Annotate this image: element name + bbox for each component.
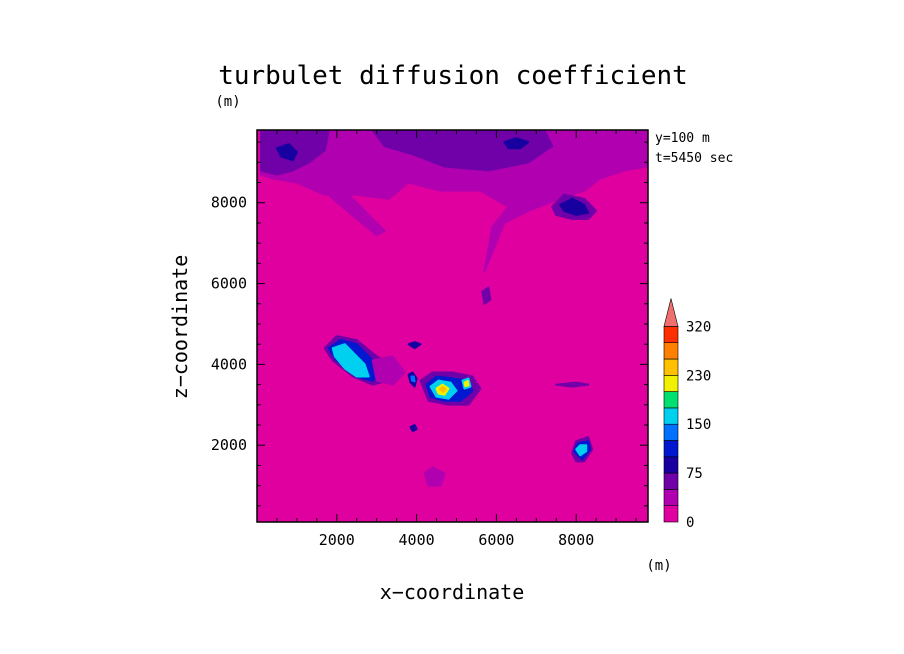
contour-region-cluster-mid-orange	[438, 386, 447, 393]
colorbar-swatch	[663, 423, 679, 441]
colorbar-swatch	[663, 440, 679, 458]
colorbar-swatch	[663, 505, 679, 523]
colorbar-swatch	[663, 326, 679, 343]
contour-region-blob-lower-right-green	[577, 446, 586, 455]
colorbar-swatch	[663, 342, 679, 360]
colorbar-swatch	[663, 456, 679, 474]
contour-region-blob-topleft	[275, 143, 298, 162]
contour-region-upper-band	[260, 130, 648, 273]
x-unit-label: (m)	[646, 558, 671, 574]
colorbar-swatch	[663, 391, 679, 409]
time-annotation: t=5450 sec	[655, 151, 733, 166]
x-axis: 2000 4000 6000 8000	[276, 130, 637, 549]
chart-title: turbulet diffusion coefficient	[218, 61, 688, 91]
contour-region-cluster-left-low	[371, 355, 406, 386]
heatmap-plot-area	[257, 130, 648, 522]
y-tick-label: 6000	[211, 275, 247, 293]
colorbar: 0 75 150 230 320	[663, 298, 711, 531]
colorbar-swatch	[663, 489, 679, 506]
contour-region-streak-5600	[481, 286, 492, 305]
colorbar-tick-label: 0	[686, 515, 694, 531]
x-tick-label: 4000	[399, 531, 435, 549]
y-tick-label: 2000	[211, 436, 247, 454]
y-unit-label: (m)	[215, 94, 240, 110]
colorbar-tick-label: 230	[686, 368, 711, 384]
contour-region-blob-small-4000-cyan	[410, 375, 416, 383]
x-axis-label: x−coordinate	[380, 580, 525, 604]
colorbar-tick-label: 150	[686, 417, 711, 433]
contour-region-blob-topright	[559, 197, 590, 216]
contour-region-streak-3500	[555, 381, 590, 388]
colorbar-extend-arrow	[663, 298, 679, 327]
x-tick-label: 2000	[319, 531, 355, 549]
x-tick-label: 8000	[558, 531, 594, 549]
colorbar-swatch	[663, 358, 679, 376]
contour-region-blob-lower-mid	[423, 466, 446, 487]
contour-region-blob-topcenter	[503, 137, 530, 150]
contour-region-blob-small-top4000	[407, 341, 422, 350]
y-axis: 2000 4000 6000 8000	[211, 141, 648, 507]
contour-region-left-streak	[315, 177, 386, 237]
slice-position-annotation: y=100 m	[655, 131, 710, 146]
contour-region-cluster-left-light	[335, 347, 350, 360]
y-axis-label: z−coordinate	[168, 255, 192, 400]
colorbar-tick-label: 320	[686, 319, 711, 335]
contour-region-blob-dot-2500	[409, 424, 418, 433]
y-tick-label: 8000	[211, 194, 247, 212]
colorbar-swatch	[663, 472, 679, 490]
colorbar-tick-label: 75	[686, 466, 703, 482]
x-tick-label: 6000	[478, 531, 514, 549]
colorbar-swatch	[663, 374, 679, 392]
plot-frame	[256, 129, 649, 523]
colorbar-swatch	[663, 407, 679, 425]
y-tick-label: 4000	[211, 355, 247, 373]
contour-region-cluster-mid-east-yellow	[463, 380, 470, 388]
